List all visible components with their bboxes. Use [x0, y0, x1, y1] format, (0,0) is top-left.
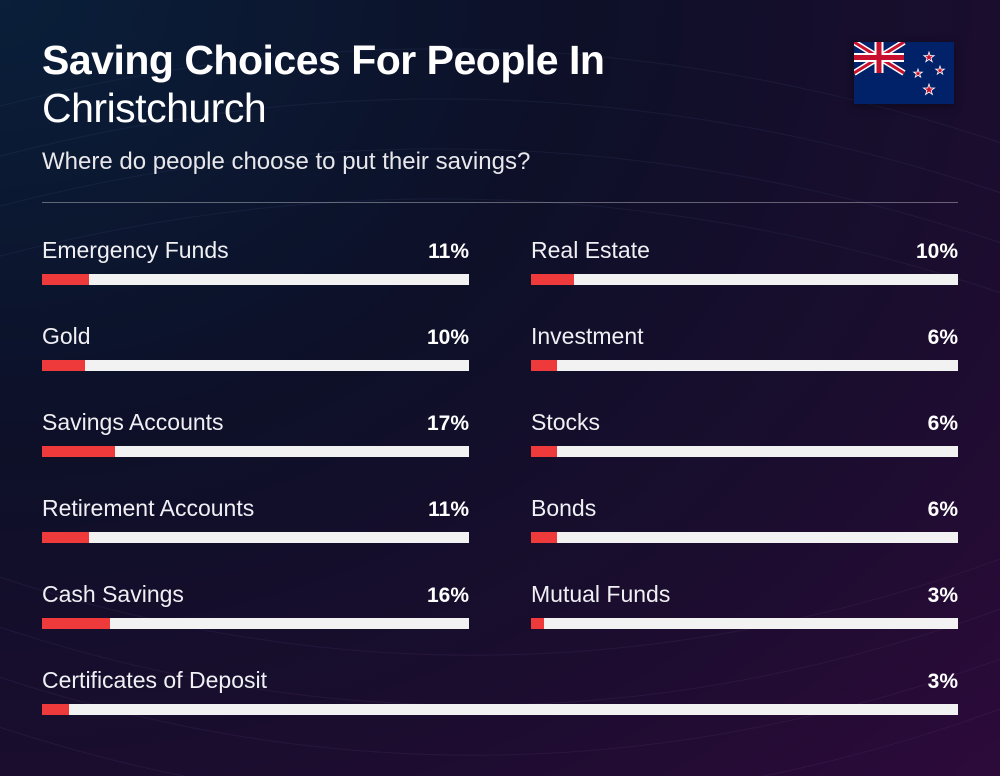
bar-fill [42, 360, 85, 371]
chart-item-label: Savings Accounts [42, 409, 224, 436]
chart-item-label: Investment [531, 323, 644, 350]
bar-track [42, 274, 469, 285]
chart-item: Cash Savings 16% [42, 581, 469, 629]
chart-item: Emergency Funds 11% [42, 237, 469, 285]
bar-fill [42, 446, 115, 457]
chart-item-value: 11% [428, 498, 469, 522]
chart-item-label: Stocks [531, 409, 600, 436]
chart-item-head: Stocks 6% [531, 409, 958, 436]
bar-track [531, 446, 958, 457]
chart-item: Investment 6% [531, 323, 958, 371]
chart-item: Gold 10% [42, 323, 469, 371]
bar-track [531, 532, 958, 543]
chart-item-head: Certificates of Deposit 3% [42, 667, 958, 694]
subtitle: Where do people choose to put their savi… [42, 148, 854, 176]
chart-item-head: Cash Savings 16% [42, 581, 469, 608]
divider [42, 202, 958, 203]
chart-item-label: Mutual Funds [531, 581, 670, 608]
chart-item-value: 3% [928, 670, 958, 694]
chart-item-head: Retirement Accounts 11% [42, 495, 469, 522]
chart-item-value: 11% [428, 240, 469, 264]
chart-item-label: Bonds [531, 495, 596, 522]
chart-item: Savings Accounts 17% [42, 409, 469, 457]
chart-item: Certificates of Deposit 3% [42, 667, 958, 715]
nz-flag-icon [854, 42, 954, 104]
chart-item-label: Gold [42, 323, 91, 350]
bar-fill [42, 274, 89, 285]
chart-item-label: Retirement Accounts [42, 495, 254, 522]
chart-item: Stocks 6% [531, 409, 958, 457]
title-block: Saving Choices For People In Christchurc… [42, 38, 854, 176]
chart-item: Real Estate 10% [531, 237, 958, 285]
bar-track [531, 618, 958, 629]
chart-item-value: 17% [427, 412, 469, 436]
bar-fill [531, 618, 544, 629]
bar-track [42, 532, 469, 543]
chart-item-value: 6% [928, 498, 958, 522]
chart-item: Mutual Funds 3% [531, 581, 958, 629]
bar-fill [42, 704, 69, 715]
chart-item-label: Real Estate [531, 237, 650, 264]
header: Saving Choices For People In Christchurc… [42, 38, 958, 176]
chart-item-head: Gold 10% [42, 323, 469, 350]
title-line-1: Saving Choices For People In [42, 38, 854, 83]
bar-fill [531, 274, 574, 285]
chart-item-value: 10% [427, 326, 469, 350]
chart-item-value: 6% [928, 412, 958, 436]
bar-track [42, 618, 469, 629]
bar-track [531, 360, 958, 371]
chart-item-head: Emergency Funds 11% [42, 237, 469, 264]
chart-item-value: 10% [916, 240, 958, 264]
chart-item-head: Bonds 6% [531, 495, 958, 522]
bar-fill [42, 618, 110, 629]
chart-item-head: Investment 6% [531, 323, 958, 350]
bar-fill [531, 446, 557, 457]
chart-item-value: 16% [427, 584, 469, 608]
chart-item-head: Real Estate 10% [531, 237, 958, 264]
bar-fill [531, 532, 557, 543]
bar-fill [531, 360, 557, 371]
title-line-2: Christchurch [42, 85, 854, 132]
bar-fill [42, 532, 89, 543]
chart-item-label: Cash Savings [42, 581, 184, 608]
bar-track [42, 704, 958, 715]
chart-item-value: 6% [928, 326, 958, 350]
bar-track [531, 274, 958, 285]
chart-item: Bonds 6% [531, 495, 958, 543]
chart-item-head: Mutual Funds 3% [531, 581, 958, 608]
chart-item-head: Savings Accounts 17% [42, 409, 469, 436]
chart-item-label: Certificates of Deposit [42, 667, 267, 694]
chart-item: Retirement Accounts 11% [42, 495, 469, 543]
chart-grid: Emergency Funds 11% Real Estate 10% Gold 10% I… [42, 237, 958, 715]
bar-track [42, 360, 469, 371]
chart-item-label: Emergency Funds [42, 237, 229, 264]
bar-track [42, 446, 469, 457]
chart-item-value: 3% [928, 584, 958, 608]
